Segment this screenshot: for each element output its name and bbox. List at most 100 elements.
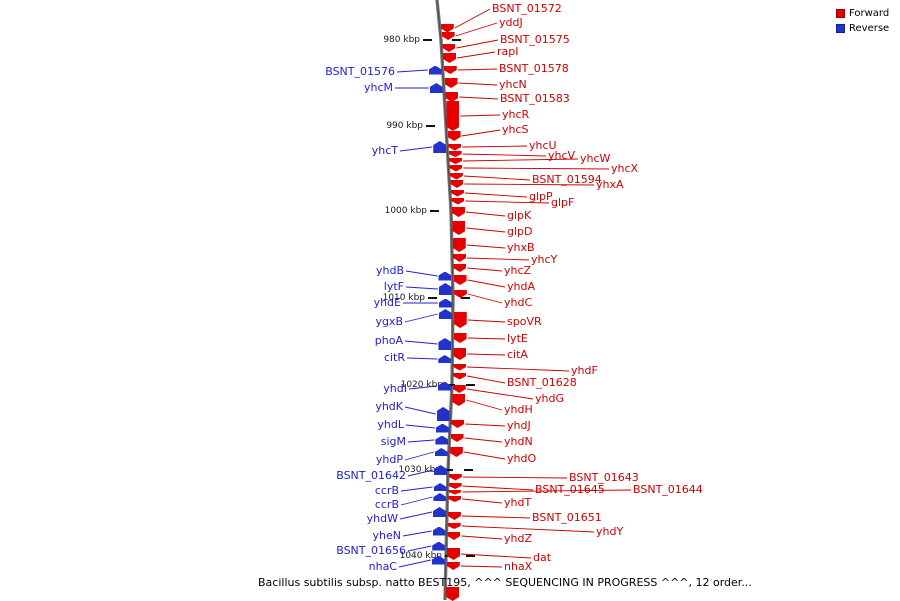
gene-glyph-yhcS[interactable] [447, 131, 461, 141]
gene-label-yhdE[interactable]: yhdE [373, 296, 401, 309]
gene-glyph-ccrB[interactable] [433, 493, 447, 501]
gene-label-yhcM[interactable]: yhcM [363, 81, 393, 94]
gene-label-yhcV[interactable]: yhcV [548, 149, 576, 162]
gene-glyph-yhcM[interactable] [429, 83, 443, 93]
gene-glyph-citR[interactable] [438, 355, 452, 363]
gene-glyph-phoA[interactable] [438, 338, 452, 350]
gene-label-yhdF[interactable]: yhdF [571, 364, 598, 377]
gene-label-BSNT_01576[interactable]: BSNT_01576 [325, 65, 395, 78]
gene-glyph-yhdG[interactable] [452, 385, 466, 393]
gene-glyph-yhdO[interactable] [449, 447, 463, 457]
gene-glyph-glpK[interactable] [452, 207, 466, 217]
gene-glyph-yhdA[interactable] [453, 275, 467, 285]
gene-label-yhcN[interactable]: yhcN [499, 78, 527, 91]
gene-glyph-yhdF[interactable] [453, 363, 467, 371]
gene-label-yhdC[interactable]: yhdC [504, 296, 533, 309]
gene-label-spoVR[interactable]: spoVR [507, 315, 542, 328]
gene-glyph-yhcN[interactable] [444, 78, 458, 88]
gene-glyph-glpP[interactable] [450, 189, 464, 197]
gene-glyph-yhcZ[interactable] [453, 264, 467, 272]
gene-glyph-spoVR[interactable] [453, 312, 467, 328]
gene-label-yhdN[interactable]: yhdN [504, 435, 533, 448]
gene-label-yhcY[interactable]: yhcY [531, 253, 558, 266]
gene-label-yhdW[interactable]: yhdW [366, 512, 398, 525]
gene-glyph-glpD[interactable] [452, 221, 466, 235]
gene-label-ccrB[interactable]: ccrB [374, 498, 399, 511]
gene-glyph-yhcT[interactable] [433, 141, 447, 153]
gene-glyph-yhdT[interactable] [448, 496, 462, 502]
gene-label-ccrB[interactable]: ccrB [374, 484, 399, 497]
gene-label-yhdA[interactable]: yhdA [507, 280, 535, 293]
gene-glyph-yhdP[interactable] [434, 448, 448, 456]
gene-glyph-BSNT_01594[interactable] [449, 172, 463, 180]
gene-glyph-unlabeled[interactable] [446, 587, 460, 601]
gene-glyph-BSNT_01576[interactable] [428, 65, 442, 75]
gene-glyph-yhcY[interactable] [453, 254, 467, 262]
gene-label-BSNT_01645[interactable]: BSNT_01645 [535, 483, 605, 496]
gene-glyph-BSNT_01578[interactable] [443, 66, 457, 74]
gene-glyph-glpF[interactable] [451, 197, 465, 205]
gene-label-citA[interactable]: citA [507, 348, 528, 361]
gene-glyph-yddJ[interactable] [441, 32, 455, 40]
gene-glyph-BSNT_01572[interactable] [440, 23, 454, 33]
gene-label-yhcZ[interactable]: yhcZ [504, 264, 532, 277]
gene-label-rapI[interactable]: rapI [497, 45, 519, 58]
gene-glyph-yhcU[interactable] [448, 143, 462, 151]
gene-glyph-BSNT_01645[interactable] [448, 483, 462, 489]
gene-glyph-nhaC[interactable] [431, 555, 445, 565]
gene-glyph-ccrB[interactable] [433, 483, 447, 491]
gene-label-yhcX[interactable]: yhcX [611, 162, 639, 175]
gene-glyph-yhxA[interactable] [450, 180, 464, 188]
gene-label-yhdI[interactable]: yhdI [383, 382, 407, 395]
gene-glyph-ygxB[interactable] [438, 309, 452, 319]
gene-label-glpK[interactable]: glpK [507, 209, 532, 222]
gene-label-yddJ[interactable]: yddJ [499, 16, 523, 29]
gene-glyph-yhdJ[interactable] [451, 420, 465, 428]
gene-glyph-yheN[interactable] [432, 526, 446, 536]
gene-label-citR[interactable]: citR [383, 351, 405, 364]
gene-label-yhxB[interactable]: yhxB [507, 241, 535, 254]
gene-glyph-BSNT_01628[interactable] [453, 372, 467, 380]
gene-glyph-yhdL[interactable] [435, 423, 449, 433]
gene-label-yhxA[interactable]: yhxA [596, 178, 624, 191]
gene-glyph-yhdN[interactable] [450, 434, 464, 442]
gene-label-BSNT_01642[interactable]: BSNT_01642 [336, 469, 406, 482]
gene-label-BSNT_01594[interactable]: BSNT_01594 [532, 173, 602, 186]
gene-label-glpD[interactable]: glpD [507, 225, 533, 238]
gene-label-yhdG[interactable]: yhdG [535, 392, 564, 405]
gene-label-lytE[interactable]: lytE [507, 332, 528, 345]
gene-label-dat[interactable]: dat [533, 551, 552, 564]
gene-glyph-yhdB[interactable] [438, 271, 452, 281]
gene-glyph-BSNT_01644[interactable] [448, 489, 462, 495]
gene-label-BSNT_01644[interactable]: BSNT_01644 [633, 483, 703, 496]
gene-label-yhdB[interactable]: yhdB [375, 264, 404, 277]
gene-label-yhdL[interactable]: yhdL [377, 418, 404, 431]
gene-label-yhcR[interactable]: yhcR [502, 108, 530, 121]
gene-glyph-BSNT_01575[interactable] [442, 44, 456, 52]
gene-label-glpF[interactable]: glpF [551, 196, 575, 209]
gene-glyph-nhaX[interactable] [446, 562, 460, 570]
gene-glyph-yhcW[interactable] [449, 158, 463, 164]
gene-label-phoA[interactable]: phoA [374, 334, 403, 347]
gene-label-yheN[interactable]: yheN [372, 529, 401, 542]
gene-glyph-dat[interactable] [447, 548, 461, 560]
gene-label-glpP[interactable]: glpP [529, 190, 553, 203]
gene-glyph-yhdI[interactable] [437, 381, 451, 391]
gene-glyph-yhdE[interactable] [438, 298, 452, 308]
gene-glyph-yhdY[interactable] [447, 523, 461, 529]
gene-label-yhdP[interactable]: yhdP [375, 453, 403, 466]
gene-glyph-yhdW[interactable] [433, 507, 447, 517]
gene-glyph-yhcX[interactable] [449, 164, 463, 172]
gene-label-BSNT_01651[interactable]: BSNT_01651 [532, 511, 602, 524]
gene-label-yhdZ[interactable]: yhdZ [504, 532, 532, 545]
gene-label-BSNT_01575[interactable]: BSNT_01575 [500, 33, 570, 46]
gene-glyph-lytF[interactable] [438, 283, 452, 295]
gene-label-BSNT_01656[interactable]: BSNT_01656 [336, 544, 406, 557]
gene-label-yhcW[interactable]: yhcW [580, 152, 611, 165]
gene-glyph-yhdK[interactable] [436, 407, 450, 421]
gene-label-yhcT[interactable]: yhcT [371, 144, 398, 157]
gene-glyph-rapI[interactable] [443, 53, 457, 63]
gene-label-yhcU[interactable]: yhcU [529, 139, 557, 152]
gene-label-yhdK[interactable]: yhdK [375, 400, 403, 413]
gene-label-yhdY[interactable]: yhdY [596, 525, 624, 538]
